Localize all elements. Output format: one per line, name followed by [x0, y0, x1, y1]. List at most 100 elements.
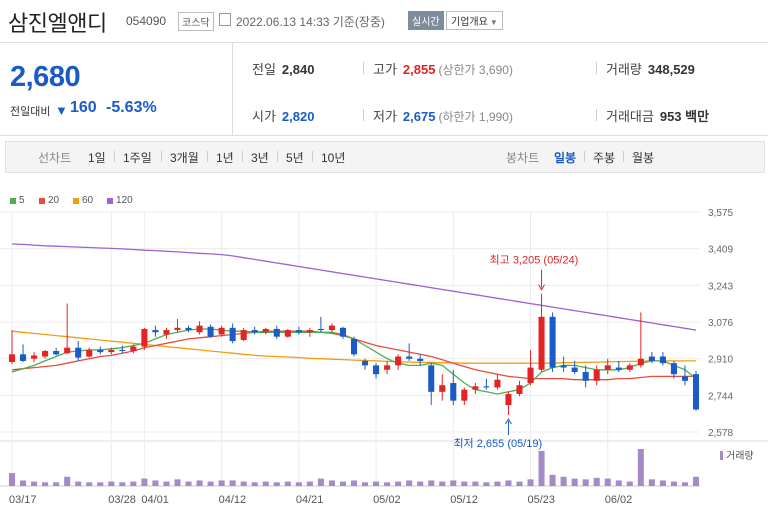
candle-body	[174, 327, 181, 331]
volume-bar	[472, 481, 479, 486]
x-tick-label: 05/02	[373, 494, 401, 506]
candle-body	[229, 327, 236, 342]
period-5y[interactable]: 5년	[286, 151, 304, 165]
candle-daily[interactable]: 일봉	[554, 151, 577, 165]
candle-body	[450, 383, 457, 401]
legend-swatch-5	[10, 198, 16, 204]
candle-body	[196, 325, 203, 333]
candle-body	[637, 358, 644, 366]
prev-close: 전일 2,840	[252, 62, 315, 77]
candle-body	[108, 349, 115, 353]
candle-body	[86, 349, 93, 357]
candle-body	[395, 356, 402, 366]
current-price: 2,680	[10, 61, 81, 93]
x-tick-label: 04/21	[296, 494, 324, 506]
legend-ma5: 5	[19, 195, 25, 206]
volume-bar	[328, 480, 335, 486]
volume-bar	[185, 481, 192, 486]
candle-body	[119, 349, 126, 352]
period-3y[interactable]: 3년	[251, 151, 269, 165]
volume-legend: 거래량	[726, 450, 754, 462]
market-badge: 코스닥	[178, 12, 214, 31]
candle-body	[494, 379, 501, 388]
candle-body	[53, 351, 60, 355]
legend-swatch-20	[39, 198, 45, 204]
volume-bar	[284, 481, 291, 486]
candle-body	[428, 365, 435, 392]
volume-bar	[670, 481, 677, 486]
period-1w[interactable]: 1주일	[123, 151, 152, 165]
x-tick-label: 03/28	[108, 494, 136, 506]
candle-body	[549, 316, 556, 368]
volume-bar	[240, 481, 247, 486]
volume-legend-swatch	[720, 451, 723, 460]
company-info-dropdown[interactable]: 기업개요 ▼	[446, 11, 503, 30]
candle-body	[339, 327, 347, 337]
down-arrow-icon: ▼	[55, 103, 68, 118]
volume-bar	[19, 480, 27, 486]
x-tick-label: 05/12	[450, 494, 478, 506]
ma-line-60	[11, 330, 696, 364]
volume-bar	[604, 478, 611, 486]
candle-body	[571, 367, 578, 372]
quote-datetime: 2022.06.13 14:33 기준(장중)	[236, 15, 385, 29]
candle-body	[417, 358, 424, 361]
volume-bar	[505, 480, 512, 486]
candle-body	[593, 369, 600, 381]
volume-bar	[42, 482, 49, 486]
candle-body	[538, 316, 545, 370]
period-1y[interactable]: 1년	[216, 151, 234, 165]
volume-bar	[108, 481, 115, 486]
company-name: 삼진엘앤디	[8, 11, 107, 36]
volume-bar	[593, 477, 600, 486]
candle-body	[240, 330, 247, 340]
candle-body	[262, 328, 269, 333]
volume-bar	[350, 480, 358, 486]
volume-bar	[395, 481, 402, 486]
volume-bar	[75, 481, 82, 486]
candle-body	[328, 325, 335, 331]
volume-bar	[64, 476, 71, 486]
legend-swatch-60	[73, 198, 79, 204]
volume-bar	[648, 479, 655, 486]
candle-monthly[interactable]: 월봉	[632, 151, 655, 165]
volume-bar	[163, 481, 170, 486]
y-tick-label: 2,910	[708, 355, 733, 366]
volume-bar	[417, 481, 424, 486]
candle-body	[31, 355, 38, 359]
candle-weekly[interactable]: 주봉	[593, 151, 616, 165]
volume-bar	[339, 481, 347, 486]
candle-body	[218, 327, 225, 335]
candle-chart-label[interactable]: 봉차트	[506, 151, 540, 165]
volume-bar	[692, 476, 700, 486]
high-annotation: 최고 3,205 (05/24)	[490, 254, 579, 267]
volume-bar	[218, 480, 225, 486]
volume-bar	[450, 480, 457, 486]
candle-body	[659, 356, 666, 364]
candle-body	[130, 346, 137, 352]
candle-body	[141, 328, 148, 347]
candle-body	[306, 330, 313, 333]
realtime-button[interactable]: 실시간	[408, 11, 444, 30]
ma-line-120	[11, 243, 697, 331]
volume: 거래량 348,529	[606, 62, 695, 77]
candle-body	[406, 356, 413, 359]
volume-bar	[53, 482, 60, 486]
period-3m[interactable]: 3개월	[170, 151, 199, 165]
volume-bar	[384, 482, 391, 486]
candle-body	[439, 385, 446, 392]
candle-body	[350, 338, 358, 355]
candle-body	[692, 374, 700, 410]
chart-toolbar: 선차트 1일 1주일 3개월 1년 3년 5년 10년 봉차트 일봉 주봉 월봉	[5, 141, 765, 173]
period-10y[interactable]: 10년	[321, 151, 346, 165]
candle-body	[8, 354, 16, 363]
volume-bar	[428, 480, 435, 486]
period-1d[interactable]: 1일	[88, 151, 106, 165]
open-price: 시가 2,820	[252, 109, 315, 124]
candle-body	[295, 330, 302, 333]
chevron-down-icon: ▼	[489, 18, 498, 27]
line-chart-label[interactable]: 선차트	[38, 151, 72, 165]
volume-bar	[273, 482, 280, 486]
high-arrowhead-icon	[538, 284, 545, 291]
